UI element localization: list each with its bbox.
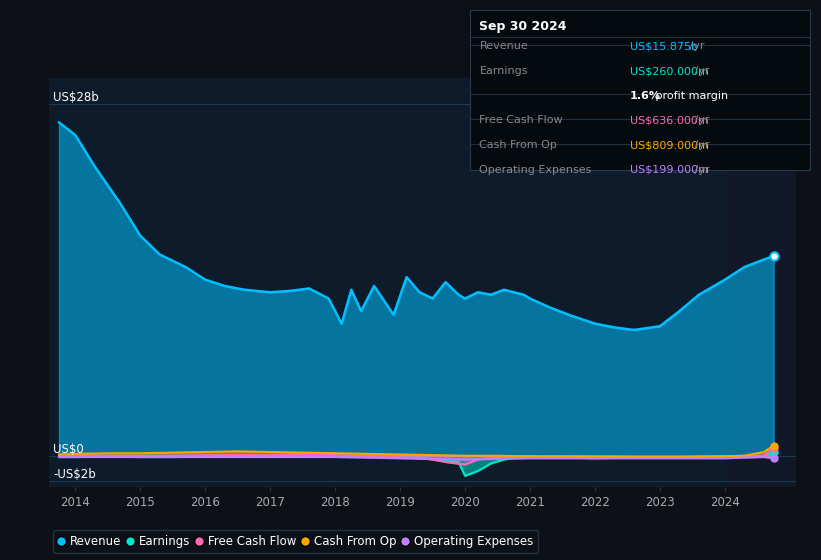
Text: US$28b: US$28b [53, 91, 99, 104]
Text: Cash From Op: Cash From Op [479, 140, 557, 150]
Bar [725, 78, 796, 487]
Text: US$636.000m: US$636.000m [630, 115, 709, 125]
Text: profit margin: profit margin [652, 91, 728, 101]
Text: Sep 30 2024: Sep 30 2024 [479, 20, 567, 33]
Text: US$260.000m: US$260.000m [630, 66, 709, 76]
Text: /yr: /yr [691, 140, 709, 150]
Text: Free Cash Flow: Free Cash Flow [479, 115, 563, 125]
Text: US$199.000m: US$199.000m [630, 165, 709, 175]
Text: US$0: US$0 [53, 443, 84, 456]
Text: Revenue: Revenue [479, 41, 528, 52]
Text: /yr: /yr [691, 66, 709, 76]
Legend: Revenue, Earnings, Free Cash Flow, Cash From Op, Operating Expenses: Revenue, Earnings, Free Cash Flow, Cash … [53, 530, 539, 553]
Text: /yr: /yr [691, 115, 709, 125]
Text: Earnings: Earnings [479, 66, 528, 76]
Text: 1.6%: 1.6% [630, 91, 661, 101]
Text: /yr: /yr [686, 41, 704, 52]
Text: US$15.875b: US$15.875b [630, 41, 698, 52]
Text: /yr: /yr [691, 165, 709, 175]
Text: -US$2b: -US$2b [53, 468, 96, 481]
Text: US$809.000m: US$809.000m [630, 140, 709, 150]
Text: Operating Expenses: Operating Expenses [479, 165, 592, 175]
